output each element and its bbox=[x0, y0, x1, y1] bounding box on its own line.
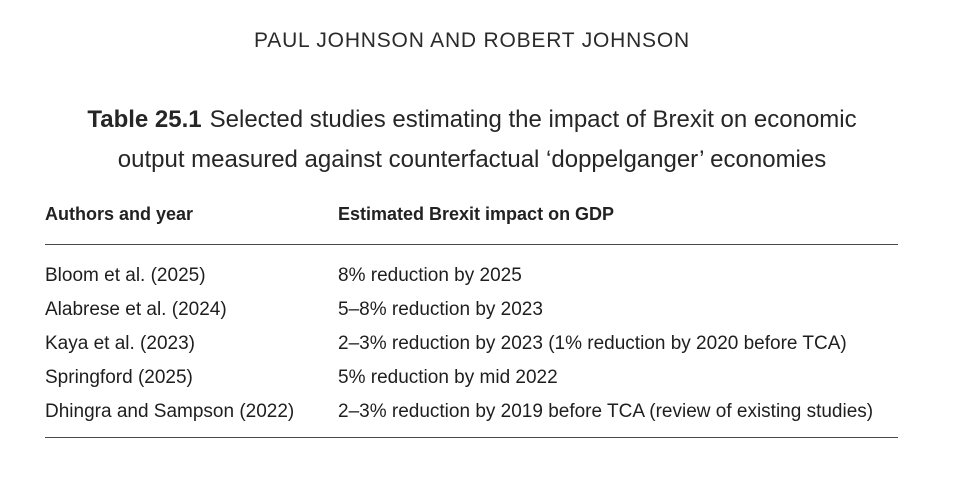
cell-author: Dhingra and Sampson (2022) bbox=[45, 401, 295, 422]
studies-table: Authors and year Estimated Brexit impact… bbox=[45, 200, 898, 438]
cell-impact: 5% reduction by mid 2022 bbox=[338, 367, 558, 388]
cell-impact: 5–8% reduction by 2023 bbox=[338, 299, 543, 320]
cell-impact: 2–3% reduction by 2023 (1% reduction by … bbox=[338, 333, 847, 354]
caption-line-1: Table 25.1 Selected studies estimating th… bbox=[0, 100, 944, 140]
table-caption: Table 25.1 Selected studies estimating th… bbox=[0, 100, 944, 180]
table-row: Kaya et al. (2023) 2–3% reduction by 202… bbox=[45, 327, 898, 361]
table-row: Alabrese et al. (2024) 5–8% reduction by… bbox=[45, 293, 898, 327]
table-header: Authors and year Estimated Brexit impact… bbox=[45, 200, 898, 245]
caption-title-line-1: Selected studies estimating the impact o… bbox=[209, 106, 857, 133]
cell-author: Springford (2025) bbox=[45, 367, 193, 388]
table-number: Table 25.1 bbox=[87, 106, 202, 133]
table-row: Dhingra and Sampson (2022) 2–3% reductio… bbox=[45, 395, 898, 429]
table-row: Springford (2025) 5% reduction by mid 20… bbox=[45, 361, 898, 395]
table-row: Bloom et al. (2025) 8% reduction by 2025 bbox=[45, 259, 898, 293]
header-estimated-impact: Estimated Brexit impact on GDP bbox=[338, 204, 615, 224]
cell-impact: 2–3% reduction by 2019 before TCA (revie… bbox=[338, 401, 874, 422]
cell-author: Bloom et al. (2025) bbox=[45, 265, 206, 286]
header-authors-and-year: Authors and year bbox=[45, 204, 194, 224]
running-head: PAUL JOHNSON AND ROBERT JOHNSON bbox=[254, 29, 690, 52]
cell-author: Alabrese et al. (2024) bbox=[45, 299, 227, 320]
cell-impact: 8% reduction by 2025 bbox=[338, 265, 522, 286]
table-body: Bloom et al. (2025) 8% reduction by 2025… bbox=[45, 245, 898, 438]
caption-title-line-2: output measured against counterfactual ‘… bbox=[117, 146, 827, 173]
cell-author: Kaya et al. (2023) bbox=[45, 333, 195, 354]
